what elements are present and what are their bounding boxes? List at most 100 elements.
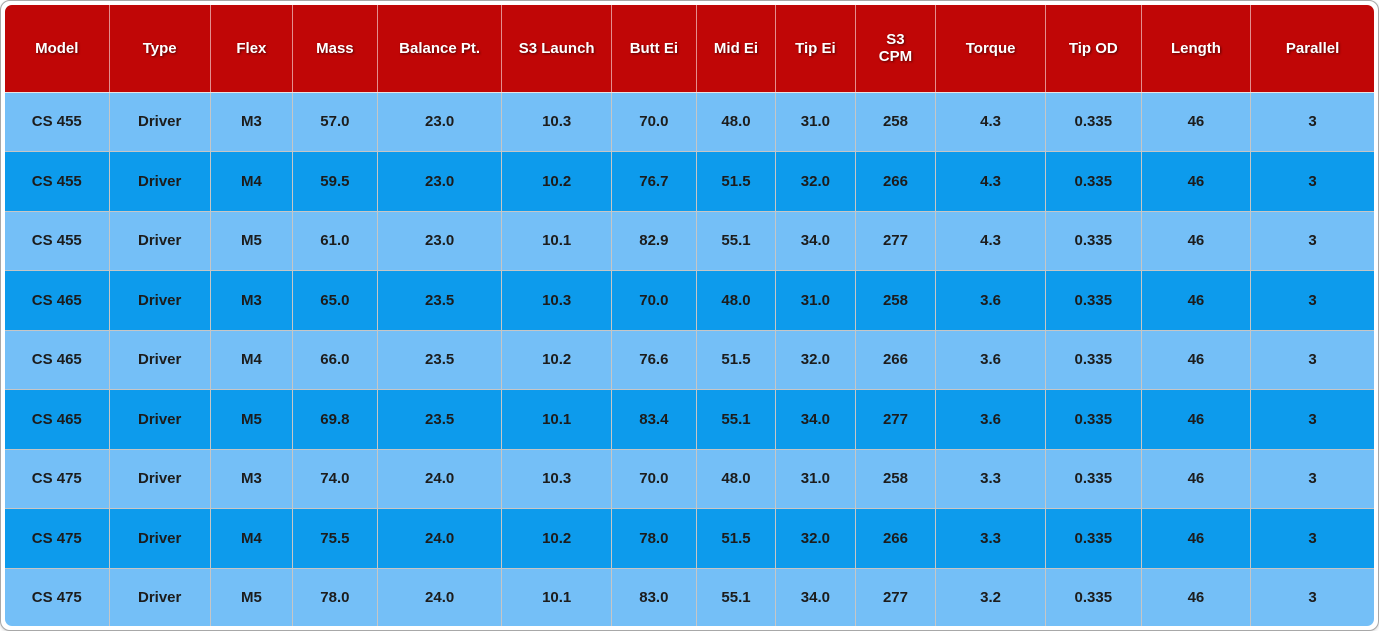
table-cell: 277 [855, 211, 937, 272]
table-cell: 10.2 [501, 151, 612, 212]
table-row: CS 475 Driver M5 78.0 24.0 10.1 83.0 55.1 34.0 27… [5, 568, 1374, 626]
table-cell: 277 [855, 568, 937, 626]
table-cell: 51.5 [696, 151, 777, 212]
table-cell: 24.0 [377, 449, 503, 510]
table-cell: 34.0 [775, 211, 856, 272]
table-cell: 3.3 [935, 508, 1046, 569]
table-cell: 3 [1250, 389, 1374, 450]
table-cell: 51.5 [696, 330, 777, 391]
column-header-balance-pt: Balance Pt. [377, 5, 503, 93]
table-cell: 31.0 [775, 92, 856, 153]
table-cell: 46 [1141, 151, 1252, 212]
table-cell: 3.6 [935, 270, 1046, 331]
table-cell: 0.335 [1045, 449, 1142, 510]
column-header-s3-cpm: S3 CPM [855, 5, 937, 93]
table-cell: 46 [1141, 449, 1252, 510]
table-cell: 3.6 [935, 389, 1046, 450]
table-cell: 3 [1250, 211, 1374, 272]
table-body: CS 455 Driver M3 57.0 23.0 10.3 70.0 48.0 31.0 25… [5, 92, 1374, 626]
table-row: CS 455 Driver M5 61.0 23.0 10.1 82.9 55.1 34.0 27… [5, 211, 1374, 272]
table-cell: M4 [210, 151, 293, 212]
table-cell: 266 [855, 330, 937, 391]
table-cell: 70.0 [611, 449, 697, 510]
table-cell: 76.7 [611, 151, 697, 212]
table-cell: CS 475 [5, 508, 110, 569]
table-cell: 46 [1141, 330, 1252, 391]
table-cell: 0.335 [1045, 508, 1142, 569]
table-cell: 3.6 [935, 330, 1046, 391]
table-row: CS 465 Driver M4 66.0 23.5 10.2 76.6 51.5 32.0 26… [5, 330, 1374, 391]
table-cell: 74.0 [292, 449, 378, 510]
table-cell: 10.3 [501, 270, 612, 331]
table-cell: 34.0 [775, 389, 856, 450]
table-cell: 266 [855, 151, 937, 212]
table-cell: 24.0 [377, 508, 503, 569]
column-header-s3-launch: S3 Launch [501, 5, 612, 93]
table-cell: 4.3 [935, 211, 1046, 272]
column-header-tip-ei: Tip Ei [775, 5, 856, 93]
table-cell: CS 465 [5, 389, 110, 450]
table-cell: 3 [1250, 330, 1374, 391]
table-cell: 10.2 [501, 330, 612, 391]
column-header-torque: Torque [935, 5, 1046, 93]
table-cell: CS 465 [5, 330, 110, 391]
table-cell: Driver [109, 151, 211, 212]
table-cell: 76.6 [611, 330, 697, 391]
table-cell: 32.0 [775, 151, 856, 212]
table-cell: 4.3 [935, 92, 1046, 153]
table-cell: 10.2 [501, 508, 612, 569]
table-cell: M3 [210, 449, 293, 510]
table-cell: 48.0 [696, 449, 777, 510]
table-cell: 83.0 [611, 568, 697, 626]
column-header-mid-ei: Mid Ei [696, 5, 777, 93]
table-cell: 24.0 [377, 568, 503, 626]
table-cell: 3 [1250, 270, 1374, 331]
table-cell: 46 [1141, 389, 1252, 450]
table-cell: 3 [1250, 151, 1374, 212]
table-cell: Driver [109, 449, 211, 510]
table-cell: CS 455 [5, 92, 110, 153]
table-cell: M5 [210, 211, 293, 272]
table-cell: CS 475 [5, 568, 110, 626]
table-cell: 23.5 [377, 270, 503, 331]
table-cell: CS 455 [5, 151, 110, 212]
table-cell: Driver [109, 211, 211, 272]
table-cell: 69.8 [292, 389, 378, 450]
column-header-type: Type [109, 5, 211, 93]
table-cell: 57.0 [292, 92, 378, 153]
table-cell: 46 [1141, 568, 1252, 626]
shaft-spec-table: Model Type Flex Mass Balance Pt. S3 Launch But… [5, 5, 1374, 626]
table-row: CS 475 Driver M4 75.5 24.0 10.2 78.0 51.5 32.0 26… [5, 508, 1374, 569]
table-cell: 46 [1141, 270, 1252, 331]
table-cell: M5 [210, 568, 293, 626]
table-row: CS 465 Driver M3 65.0 23.5 10.3 70.0 48.0 31.0 25… [5, 270, 1374, 331]
table-cell: 10.1 [501, 568, 612, 626]
table-cell: 3 [1250, 92, 1374, 153]
table-cell: M4 [210, 330, 293, 391]
table-cell: 23.5 [377, 330, 503, 391]
table-cell: 23.0 [377, 151, 503, 212]
table-row: CS 475 Driver M3 74.0 24.0 10.3 70.0 48.0 31.0 25… [5, 449, 1374, 510]
table-cell: 266 [855, 508, 937, 569]
column-header-mass: Mass [292, 5, 378, 93]
table-cell: Driver [109, 92, 211, 153]
table-cell: Driver [109, 568, 211, 626]
table-cell: 32.0 [775, 330, 856, 391]
table-cell: CS 455 [5, 211, 110, 272]
table-clip: Model Type Flex Mass Balance Pt. S3 Launch But… [5, 5, 1374, 626]
table-cell: 75.5 [292, 508, 378, 569]
table-cell: 258 [855, 270, 937, 331]
table-cell: 55.1 [696, 389, 777, 450]
table-cell: 0.335 [1045, 270, 1142, 331]
table-cell: 10.3 [501, 449, 612, 510]
table-cell: 70.0 [611, 92, 697, 153]
table-cell: CS 475 [5, 449, 110, 510]
table-cell: 55.1 [696, 568, 777, 626]
table-cell: 10.3 [501, 92, 612, 153]
table-cell: 55.1 [696, 211, 777, 272]
table-cell: Driver [109, 330, 211, 391]
column-header-model: Model [5, 5, 110, 93]
table-cell: 3 [1250, 449, 1374, 510]
table-cell: 0.335 [1045, 211, 1142, 272]
column-header-length: Length [1141, 5, 1252, 93]
